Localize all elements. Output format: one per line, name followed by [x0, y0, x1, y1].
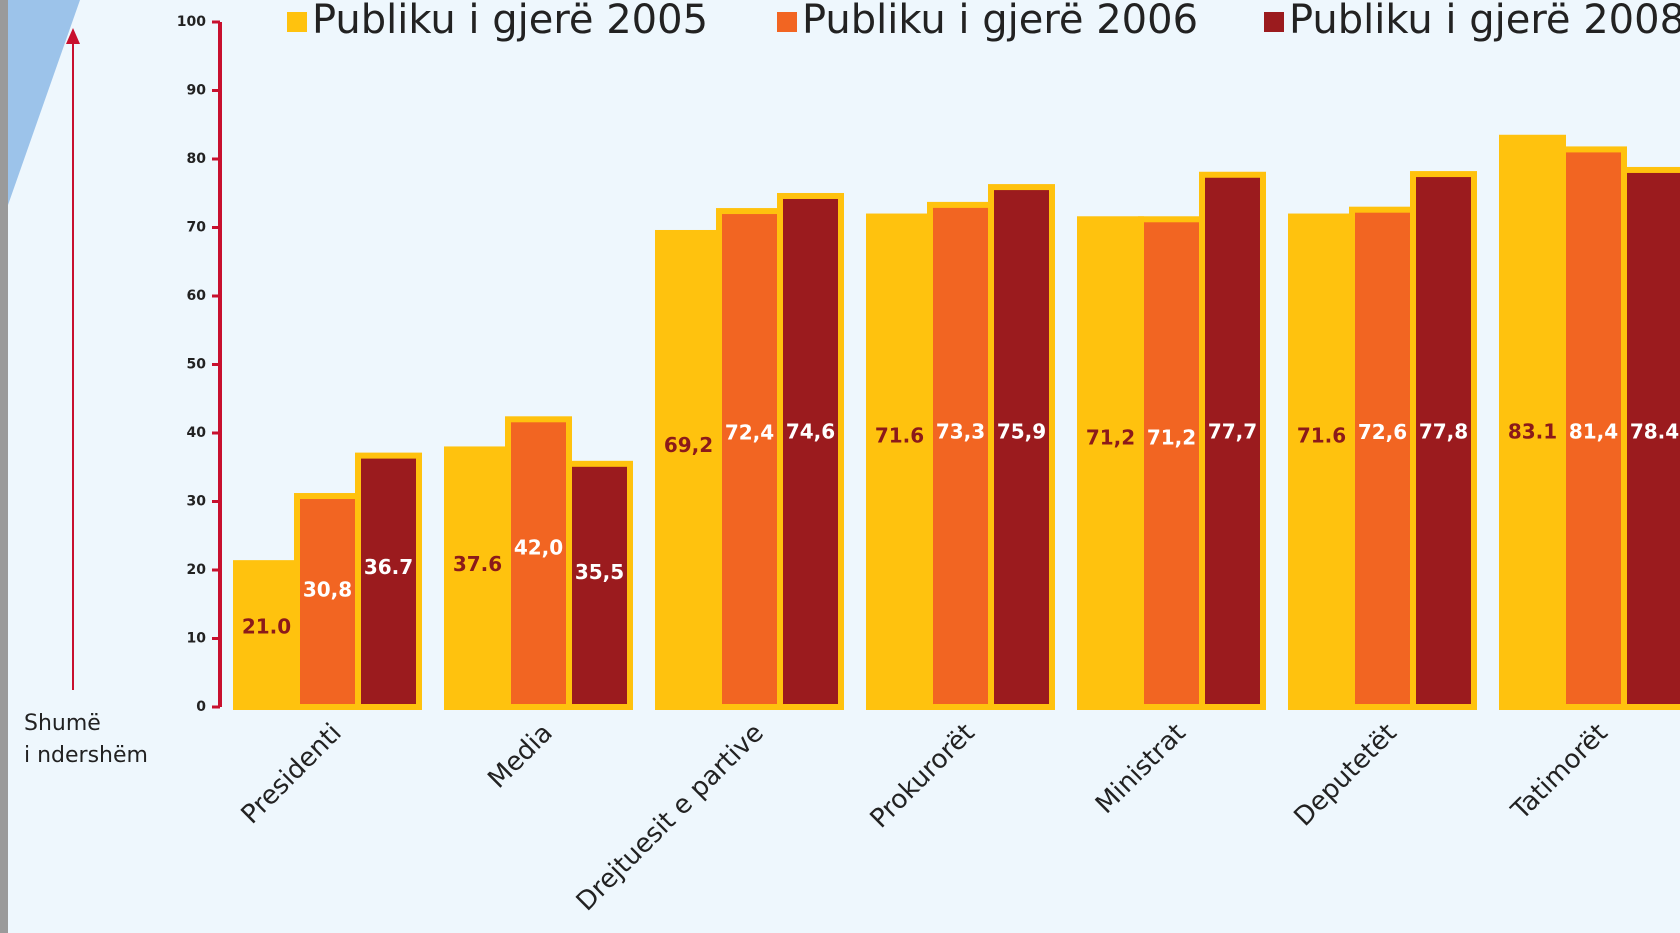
data-label: 81,4 — [1569, 420, 1618, 444]
bar — [294, 493, 361, 710]
bar — [1138, 216, 1205, 710]
data-label: 74,6 — [786, 420, 835, 444]
bar — [777, 192, 844, 711]
bar — [927, 201, 994, 711]
bar — [1077, 216, 1144, 710]
data-label: 75,9 — [997, 420, 1046, 444]
bar — [866, 213, 933, 710]
y-tick-label: 20 — [187, 562, 207, 578]
y-tick-label: 40 — [187, 425, 207, 441]
y-tick-label: 50 — [187, 357, 207, 373]
data-label: 71.6 — [875, 424, 924, 448]
data-label: 83.1 — [1508, 420, 1557, 444]
data-label: 37.6 — [453, 552, 502, 576]
bar — [1410, 171, 1477, 710]
y-tick-label: 0 — [196, 699, 206, 715]
data-label: 77,8 — [1419, 420, 1468, 444]
y-tick-label: 90 — [187, 83, 207, 99]
data-label: 71,2 — [1086, 425, 1135, 449]
legend-swatch — [777, 12, 797, 32]
bar — [1199, 171, 1266, 710]
data-label: 78.4 — [1630, 420, 1679, 444]
bar — [655, 229, 722, 710]
x-tick-label: Prokurorët — [865, 718, 981, 834]
legend-label: Publiku i gjerë 2005 — [312, 0, 708, 43]
data-label: 42,0 — [514, 535, 563, 559]
data-label: 77,7 — [1208, 420, 1257, 444]
y-annotation: Shumë i ndershëm — [24, 711, 148, 768]
y-tick-label: 10 — [187, 631, 207, 647]
y-tick-label: 30 — [187, 494, 207, 510]
y-tick-label: 70 — [187, 220, 207, 236]
data-label: 73,3 — [936, 420, 985, 444]
bar — [355, 452, 422, 711]
x-tick-label: Drejtuesit e partive — [571, 718, 770, 917]
x-tick-label: Tatimorët — [1505, 718, 1614, 827]
data-label: 21.0 — [242, 614, 291, 638]
data-label: 71.6 — [1297, 424, 1346, 448]
legend-swatch — [1264, 12, 1284, 32]
x-tick-label: Ministrat — [1090, 718, 1192, 820]
bar — [566, 460, 633, 711]
x-tick-label: Deputetët — [1289, 718, 1403, 832]
bar — [1349, 206, 1416, 710]
bar — [505, 416, 572, 710]
left-border — [0, 0, 8, 933]
bar — [716, 208, 783, 710]
y-tick-label: 60 — [187, 288, 207, 304]
bar — [444, 446, 511, 710]
data-label: 71,2 — [1147, 425, 1196, 449]
arrow-head — [66, 28, 80, 44]
bar — [988, 184, 1055, 710]
y-tick-label: 100 — [177, 14, 206, 30]
corner-shape — [8, 0, 80, 205]
bar — [1288, 213, 1355, 710]
y-tick-label: 80 — [187, 151, 207, 167]
x-tick-label: Media — [482, 718, 558, 794]
data-label: 36.7 — [364, 555, 413, 579]
data-label: 35,5 — [575, 560, 624, 584]
legend-label: Publiku i gjerë 2008 — [1289, 0, 1680, 43]
data-label: 72,4 — [725, 421, 774, 445]
legend-label: Publiku i gjerë 2006 — [802, 0, 1198, 43]
data-label: 30,8 — [303, 577, 352, 601]
legend-swatch — [287, 12, 307, 32]
data-label: 72,6 — [1358, 420, 1407, 444]
data-label: 69,2 — [664, 433, 713, 457]
bar — [1621, 166, 1680, 710]
x-tick-label: Presidenti — [236, 718, 348, 830]
